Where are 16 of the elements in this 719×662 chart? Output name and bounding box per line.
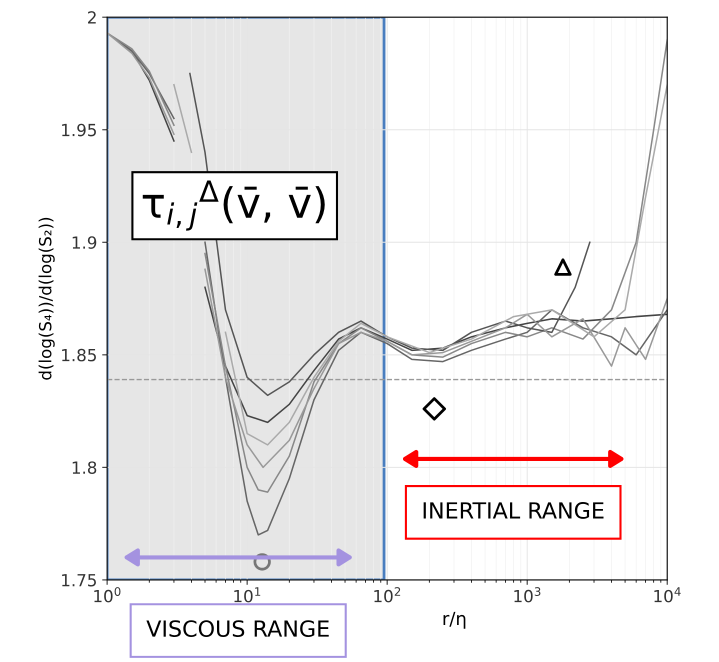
y-tick-label: 1.75	[62, 574, 96, 586]
y-tick-label: 1.8	[72, 461, 96, 474]
x-tick-label: 10$^{4}$	[654, 587, 681, 602]
x-axis-title: r/η	[444, 612, 466, 629]
y-tick-label: 2	[88, 11, 96, 24]
y-axis-title: d(log(S₄))/d(log(S₂))	[38, 218, 55, 380]
annotation: INERTIAL RANGE	[424, 502, 604, 519]
x-tick-label: 10$^{0}$	[94, 587, 120, 602]
x-tick-label: 10$^{1}$	[234, 587, 260, 602]
y-tick-label: 1.85	[62, 348, 96, 362]
y-tick-label: 1.95	[62, 124, 96, 136]
y-tick-label: 1.9	[72, 236, 96, 249]
x-tick-label: 10$^{3}$	[514, 587, 540, 602]
text: VISCOUS RANGE	[146, 620, 329, 638]
annotation: τ$_{i,j}$$^{Δ}$(v̄, v̄)	[142, 180, 325, 231]
x-tick-label: 10$^{2}$	[374, 587, 400, 602]
